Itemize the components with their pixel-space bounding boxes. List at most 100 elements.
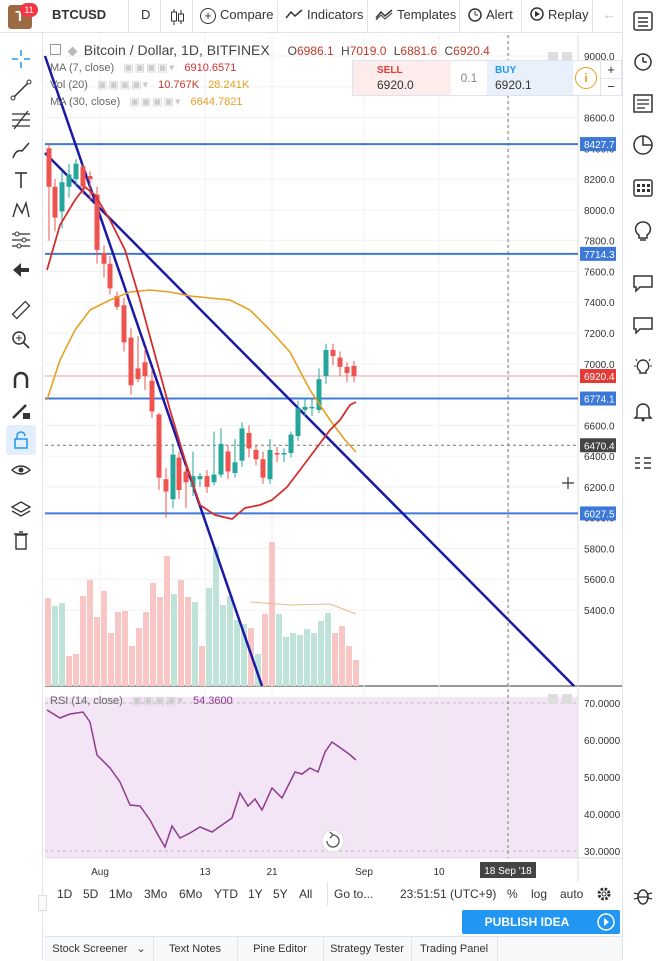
- data-window-icon[interactable]: [632, 134, 654, 156]
- volume-bar: [304, 629, 310, 686]
- candle-body: [225, 451, 231, 472]
- ruler-icon[interactable]: [10, 299, 32, 321]
- compare-button[interactable]: + Compare: [200, 0, 273, 32]
- notifications-bell-icon[interactable]: [632, 400, 654, 422]
- range-1y[interactable]: 1Y: [248, 887, 263, 901]
- range-ytd[interactable]: YTD: [214, 887, 238, 901]
- range-all[interactable]: All: [299, 887, 313, 901]
- magnet-icon[interactable]: [10, 369, 32, 391]
- price-tag: [580, 369, 616, 384]
- alert-button[interactable]: Alert: [467, 0, 513, 32]
- range-5y[interactable]: 5Y: [273, 887, 288, 901]
- trend-line-icon[interactable]: [10, 79, 32, 101]
- zoom-minus-icon[interactable]: −: [601, 78, 621, 96]
- buy-button[interactable]: BUY 6920.1: [487, 61, 573, 95]
- volume-legend[interactable]: Vol (20) ▣▣▣▣▾ 10.767K 28.241K: [50, 79, 250, 91]
- price-tag-label: 8427.7: [584, 140, 615, 151]
- alarm-clock-icon[interactable]: [632, 50, 654, 72]
- publish-menu-button[interactable]: [592, 910, 620, 934]
- publish-idea-button[interactable]: PUBLISH IDEA: [462, 910, 592, 934]
- clock-timezone[interactable]: 23:51:51 (UTC+9): [400, 887, 497, 901]
- pane-down-icon: [562, 52, 572, 62]
- indicators-button[interactable]: Indicators: [285, 0, 363, 32]
- tab-strategy-tester[interactable]: Strategy Tester: [323, 937, 412, 961]
- auto-toggle[interactable]: auto: [560, 887, 584, 901]
- idea-stream-icon[interactable]: [632, 356, 654, 378]
- date-tick-label: 13: [199, 867, 211, 878]
- goto-button[interactable]: Go to...: [334, 887, 374, 901]
- chart-type-icon[interactable]: [170, 7, 184, 25]
- templates-button[interactable]: Templates: [375, 0, 456, 32]
- crosshair-icon[interactable]: [10, 48, 32, 70]
- legend-controls-icon[interactable]: ▣▣▣▣▾: [123, 62, 176, 74]
- lock-icon[interactable]: [10, 429, 32, 451]
- candle-body: [149, 380, 155, 412]
- text-tool-icon[interactable]: [10, 169, 32, 191]
- settings-gear-icon[interactable]: [596, 886, 612, 910]
- ma30-legend[interactable]: MA (30, close) ▣▣▣▣▾ 6644.7821: [50, 96, 243, 108]
- calendar-icon[interactable]: [632, 176, 654, 198]
- fib-tool-icon[interactable]: [10, 109, 32, 131]
- brush-icon[interactable]: [10, 139, 32, 161]
- watchlist-icon[interactable]: [632, 10, 654, 32]
- symbol-search[interactable]: BTCUSD: [52, 7, 107, 22]
- interval-button[interactable]: D: [141, 7, 151, 22]
- undo-icon[interactable]: ←: [603, 7, 616, 22]
- sell-button[interactable]: SELL 6920.0: [353, 61, 451, 95]
- candle-body: [330, 349, 336, 357]
- bug-report-icon[interactable]: [632, 884, 654, 906]
- range-3m[interactable]: 3Mo: [144, 887, 168, 901]
- price-tick-label: 6400.0: [584, 452, 615, 463]
- arrow-left-icon[interactable]: [10, 259, 32, 281]
- price-chart[interactable]: 9000.08800.08600.08400.08200.08000.07800…: [0, 0, 622, 882]
- range-1d[interactable]: 1D: [57, 887, 73, 901]
- trash-icon[interactable]: [10, 529, 32, 551]
- volume-bar: [213, 547, 219, 686]
- range-1m[interactable]: 1Mo: [109, 887, 133, 901]
- rsi-tick-label: 70.0000: [584, 699, 621, 710]
- tab-text-notes[interactable]: Text Notes: [153, 937, 238, 961]
- pattern-tool-icon[interactable]: [10, 199, 32, 221]
- volume-bar: [108, 633, 114, 686]
- tab-pine-editor[interactable]: Pine Editor: [237, 937, 324, 961]
- pencil-lock-icon[interactable]: [10, 399, 32, 421]
- divider: [327, 882, 328, 906]
- private-chat-icon[interactable]: [632, 314, 654, 336]
- price-tick-label: 8000.0: [584, 206, 615, 217]
- ideas-lightbulb-icon[interactable]: [632, 220, 654, 242]
- range-6m[interactable]: 6Mo: [179, 887, 203, 901]
- percent-toggle[interactable]: %: [507, 887, 518, 901]
- tab-trading-panel[interactable]: Trading Panel: [411, 937, 498, 961]
- rsi-legend[interactable]: RSI (14, close) ▣▣▣▣▾ 54.3600: [50, 695, 233, 707]
- ma7-legend[interactable]: MA (7, close) ▣▣▣▣▾ 6910.6571: [50, 62, 237, 74]
- candle-body: [121, 305, 127, 343]
- layers-icon[interactable]: [10, 499, 32, 521]
- volume-bar: [206, 588, 212, 686]
- candle-body: [253, 449, 259, 460]
- order-book-icon[interactable]: [632, 452, 654, 474]
- crosshair-cursor: [562, 477, 574, 489]
- range-5d[interactable]: 5D: [83, 887, 99, 901]
- volume-bar: [136, 628, 142, 686]
- tab-stock-screener[interactable]: Stock Screener ⌄: [45, 937, 154, 961]
- divider: [277, 0, 278, 32]
- legend-controls-icon[interactable]: ▣▣▣▣▾: [131, 695, 184, 707]
- legend-controls-icon[interactable]: ▣▣▣▣▾: [96, 79, 150, 91]
- prediction-tool-icon[interactable]: [10, 229, 32, 251]
- zoom-plus-icon[interactable]: +: [607, 62, 615, 77]
- volume-bar: [115, 612, 121, 686]
- log-toggle[interactable]: log: [531, 887, 548, 901]
- scroll-left-handle[interactable]: [38, 895, 47, 911]
- candle-body: [183, 471, 189, 483]
- replay-button[interactable]: Replay: [529, 0, 588, 32]
- divider: [459, 0, 460, 32]
- legend-controls-icon[interactable]: ▣▣▣▣▾: [129, 96, 182, 108]
- info-icon[interactable]: i: [575, 67, 597, 89]
- news-icon[interactable]: [632, 92, 654, 114]
- eye-icon[interactable]: [10, 459, 32, 481]
- collapse-icon[interactable]: [50, 44, 61, 55]
- chat-icon[interactable]: [632, 272, 654, 294]
- zoom-in-icon[interactable]: [10, 329, 32, 351]
- candle-body: [211, 474, 217, 483]
- candle-body: [337, 357, 343, 367]
